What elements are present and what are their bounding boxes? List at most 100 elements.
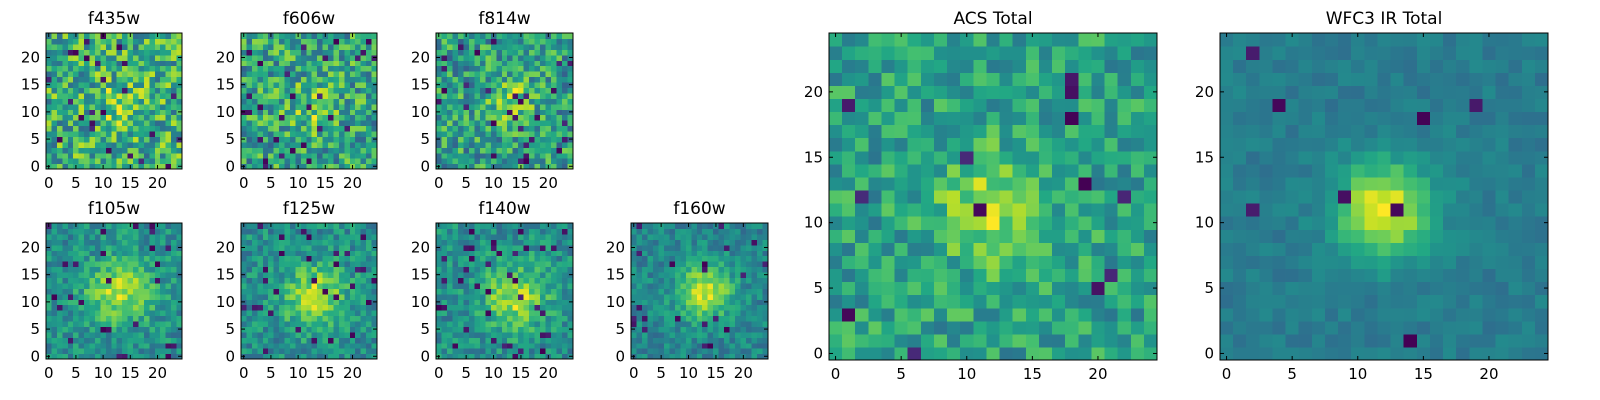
y-tick-label: 10 — [216, 293, 235, 311]
heatmap-cell — [523, 228, 530, 235]
heatmap-cell — [680, 233, 687, 240]
heatmap-cell — [842, 163, 856, 178]
heatmap-cell — [78, 239, 85, 246]
heatmap-cell — [631, 228, 638, 235]
heatmap-cell — [762, 228, 769, 235]
heatmap-cell — [133, 331, 140, 338]
heatmap-cell — [740, 299, 747, 306]
heatmap-cell — [534, 299, 541, 306]
heatmap-cell — [757, 239, 764, 246]
heatmap-cell — [62, 54, 69, 61]
heatmap-cell — [246, 304, 253, 311]
heatmap-cell — [62, 244, 69, 251]
heatmap-cell — [251, 109, 258, 116]
heatmap-cell — [366, 326, 373, 333]
heatmap-cell — [78, 304, 85, 311]
heatmap-cell — [241, 331, 248, 338]
heatmap-cell — [986, 333, 1001, 348]
heatmap-cell — [133, 348, 140, 355]
heatmap-cell — [490, 277, 497, 284]
heatmap-cell — [171, 120, 178, 127]
heatmap-cell — [446, 342, 454, 349]
heatmap-cell — [311, 261, 318, 268]
heatmap-cell — [262, 114, 269, 121]
heatmap-cell — [680, 223, 687, 230]
heatmap-cell — [317, 299, 324, 306]
heatmap-cell — [149, 163, 156, 170]
heatmap-cell — [757, 261, 764, 268]
heatmap-cell — [84, 239, 91, 246]
heatmap-cell — [567, 120, 574, 127]
heatmap-cell — [567, 288, 574, 295]
heatmap-cell — [507, 337, 514, 344]
heatmap-cell — [355, 76, 362, 83]
heatmap-cell — [474, 43, 481, 50]
heatmap-cell — [551, 98, 558, 105]
heatmap-cell — [652, 342, 659, 349]
heatmap-cell — [457, 65, 464, 72]
heatmap-cell — [485, 304, 492, 311]
heatmap-cell — [1078, 189, 1092, 204]
heatmap-cell — [485, 65, 492, 72]
heatmap-cell — [669, 271, 676, 278]
heatmap-cell — [122, 271, 129, 278]
heatmap-cell — [512, 282, 519, 289]
heatmap-cell — [355, 233, 362, 240]
heatmap-cell — [56, 125, 63, 132]
heatmap-cell — [691, 353, 698, 360]
heatmap-cell — [567, 65, 574, 72]
heatmap-cell — [529, 250, 536, 257]
heatmap-cell — [328, 348, 335, 355]
heatmap-cell — [490, 293, 497, 300]
axes-frame — [435, 32, 574, 170]
heatmap-cell — [165, 233, 172, 240]
heatmap-cell — [724, 304, 731, 311]
heatmap-cell — [262, 141, 269, 148]
heatmap-cell — [251, 60, 258, 67]
heatmap-cell — [338, 353, 345, 360]
heatmap-cell — [89, 315, 96, 322]
heatmap-cell — [251, 76, 258, 83]
heatmap-cell — [485, 326, 492, 333]
heatmap-cell — [1091, 176, 1106, 191]
heatmap-cell — [306, 320, 313, 327]
axes-frame — [435, 222, 574, 360]
heatmap-cell — [702, 266, 709, 273]
heatmap-cell — [907, 216, 922, 230]
heatmap-cell — [73, 125, 80, 132]
heatmap-cell — [333, 233, 340, 240]
heatmap-cell — [512, 109, 519, 116]
heatmap-cell — [436, 348, 443, 355]
heatmap-cell — [556, 271, 563, 278]
heatmap-cell — [355, 141, 362, 148]
heatmap-cell — [468, 288, 475, 295]
heatmap-cell — [1052, 294, 1066, 309]
heatmap-cell — [89, 43, 96, 50]
heatmap-cell — [111, 109, 118, 116]
heatmap-cell — [154, 43, 161, 50]
heatmap-cell — [355, 49, 362, 56]
heatmap-cell — [636, 255, 643, 262]
heatmap-cell — [1117, 189, 1132, 204]
heatmap-cell — [501, 261, 508, 268]
heatmap-cell — [518, 125, 525, 132]
heatmap-cell — [518, 38, 525, 45]
heatmap-cell — [680, 331, 687, 338]
heatmap-cell — [501, 282, 508, 289]
heatmap-cell — [441, 342, 448, 349]
heatmap-cell — [349, 158, 356, 165]
heatmap-cell — [84, 147, 91, 154]
heatmap-cell — [133, 152, 140, 159]
heatmap-cell — [1130, 242, 1145, 256]
heatmap-cell — [306, 282, 313, 289]
heatmap-cell — [479, 81, 486, 88]
heatmap-cell — [523, 152, 530, 159]
heatmap-cell — [674, 337, 681, 344]
heatmap-cell — [56, 293, 63, 300]
heatmap-cell — [317, 54, 324, 61]
heatmap-cell — [740, 271, 747, 278]
heatmap-cell — [143, 125, 150, 132]
heatmap-cell — [154, 71, 161, 78]
heatmap-cell — [94, 261, 101, 268]
heatmap-cell — [262, 299, 269, 306]
